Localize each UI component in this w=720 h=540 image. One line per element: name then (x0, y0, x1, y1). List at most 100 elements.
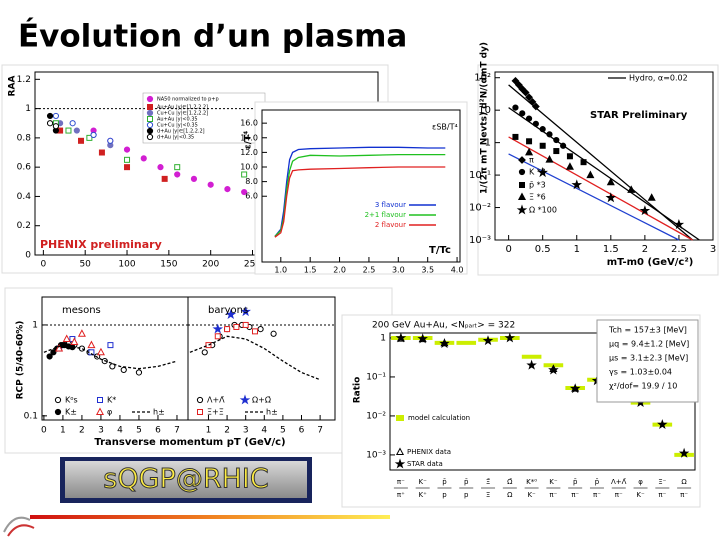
category-numerator: Ξ⁻ (658, 478, 666, 486)
x-tick-label: 7 (317, 426, 323, 436)
data-point (124, 156, 131, 163)
legend-label: NA50 normalized to p+p (157, 97, 219, 103)
legend-label: Ω *100 (529, 206, 557, 215)
panel (254, 101, 468, 275)
parameter: Tch = 157±3 [MeV] (608, 326, 687, 335)
y-tick-label: 10² (474, 73, 491, 84)
x-axis-label: T/Tc (429, 245, 451, 256)
data-line (43, 344, 178, 370)
data-point (521, 88, 530, 97)
data-point (73, 127, 80, 134)
logo-curve (3, 516, 31, 533)
data-point (96, 347, 105, 356)
data-point (678, 447, 690, 458)
data-point (605, 192, 617, 203)
category-numerator: Ω (681, 478, 687, 486)
x-tick-label: 5 (280, 426, 286, 436)
data-point (512, 104, 519, 111)
legend-swatch (196, 396, 204, 404)
legend-label: 3 flavour (375, 201, 406, 209)
data-point (224, 326, 231, 333)
data-point (525, 115, 533, 122)
x-tick-label: 1 (60, 426, 66, 436)
y-axis-label: Ratio (353, 377, 363, 404)
legend-swatch (95, 407, 105, 415)
data-point (98, 149, 105, 156)
data-point (78, 137, 85, 144)
data-point (207, 181, 214, 188)
legend-label: Au+Au |y|∈[1.2,2.2] (157, 105, 208, 111)
category-numerator: Ω̄ (507, 478, 513, 486)
legend-label: d+Au |y|∈[1.2,2.2] (157, 129, 205, 135)
data-point (639, 205, 651, 216)
category-denominator: Ξ (486, 491, 490, 499)
data-point (580, 159, 587, 166)
legend-swatch (517, 192, 527, 200)
banner: sQGP@RHIC (60, 457, 312, 503)
x-tick-label: 4 (117, 426, 123, 436)
category-numerator: K⁻ (419, 478, 428, 486)
data-point (525, 93, 533, 102)
data-point (526, 359, 537, 370)
legend-label: model calculation (408, 414, 470, 422)
category-numerator: p̄ (464, 478, 469, 486)
y-tick-label: 1 (380, 333, 386, 343)
data-point (224, 186, 231, 193)
data-point (77, 329, 86, 337)
chart-title: 200 GeV Au+Au, <Nₚₐᵣₜ> = 322 (372, 321, 515, 331)
data-point (242, 321, 249, 328)
x-tick-label: 2.5 (363, 266, 376, 275)
x-axis-label: Transverse momentum pT (GeV/c) (94, 437, 285, 448)
data-point (140, 155, 147, 162)
y-tick-label: 1 (32, 320, 38, 330)
legend-label: K⁰s (65, 396, 78, 405)
category-denominator: π⁻ (658, 491, 666, 499)
legend-swatch (395, 447, 405, 455)
annotation: PHENIX preliminary (40, 238, 162, 251)
data-point (65, 127, 72, 134)
data-point (512, 133, 519, 140)
y-tick-label: 10⁻² (366, 411, 386, 421)
data-point (120, 366, 127, 374)
x-tick-label: 50 (79, 260, 91, 270)
category-numerator: Λ+Λ̄ (611, 478, 627, 486)
x-tick-label: 3 (243, 426, 249, 436)
data-point (225, 309, 237, 320)
data-line (274, 166, 446, 238)
data-point (52, 112, 60, 120)
data-point (673, 218, 685, 230)
parameter: μs = 3.1±2.3 [MeV] (609, 354, 688, 363)
data-point (70, 337, 79, 345)
plot-frame (187, 296, 336, 421)
data-point (553, 136, 560, 144)
banner-text: sQGP@RHIC (103, 464, 268, 495)
annotation: mesons (62, 305, 101, 316)
x-tick-label: 3.5 (421, 266, 434, 275)
legend-swatch (394, 458, 406, 469)
legend-label: STAR data (407, 460, 443, 468)
x-tick-label: 4.0 (451, 266, 464, 275)
x-tick-label: 3 (710, 244, 716, 255)
data-point (69, 120, 76, 127)
x-tick-label: 1 (574, 244, 580, 255)
legend-label: K* (107, 396, 116, 405)
data-point (565, 162, 574, 170)
data-point (46, 353, 53, 360)
data-point (647, 193, 656, 201)
y-tick-label: 10⁻¹ (366, 372, 386, 382)
y-axis-label: ε/T⁴ (244, 131, 254, 149)
legend-label: PHENIX data (407, 448, 451, 456)
legend-swatch (147, 104, 153, 110)
data-point (606, 177, 615, 186)
data-line (189, 335, 321, 381)
data-point (528, 97, 537, 106)
data-point (241, 171, 248, 178)
legend-swatch (146, 127, 154, 135)
legend-label: p̄ *3 (529, 181, 546, 190)
data-point (627, 185, 636, 193)
y-tick-label: 12.0 (240, 148, 258, 157)
data-line (508, 136, 693, 241)
x-tick-label: 3 (98, 426, 104, 436)
x-tick-label: 1 (206, 426, 212, 436)
